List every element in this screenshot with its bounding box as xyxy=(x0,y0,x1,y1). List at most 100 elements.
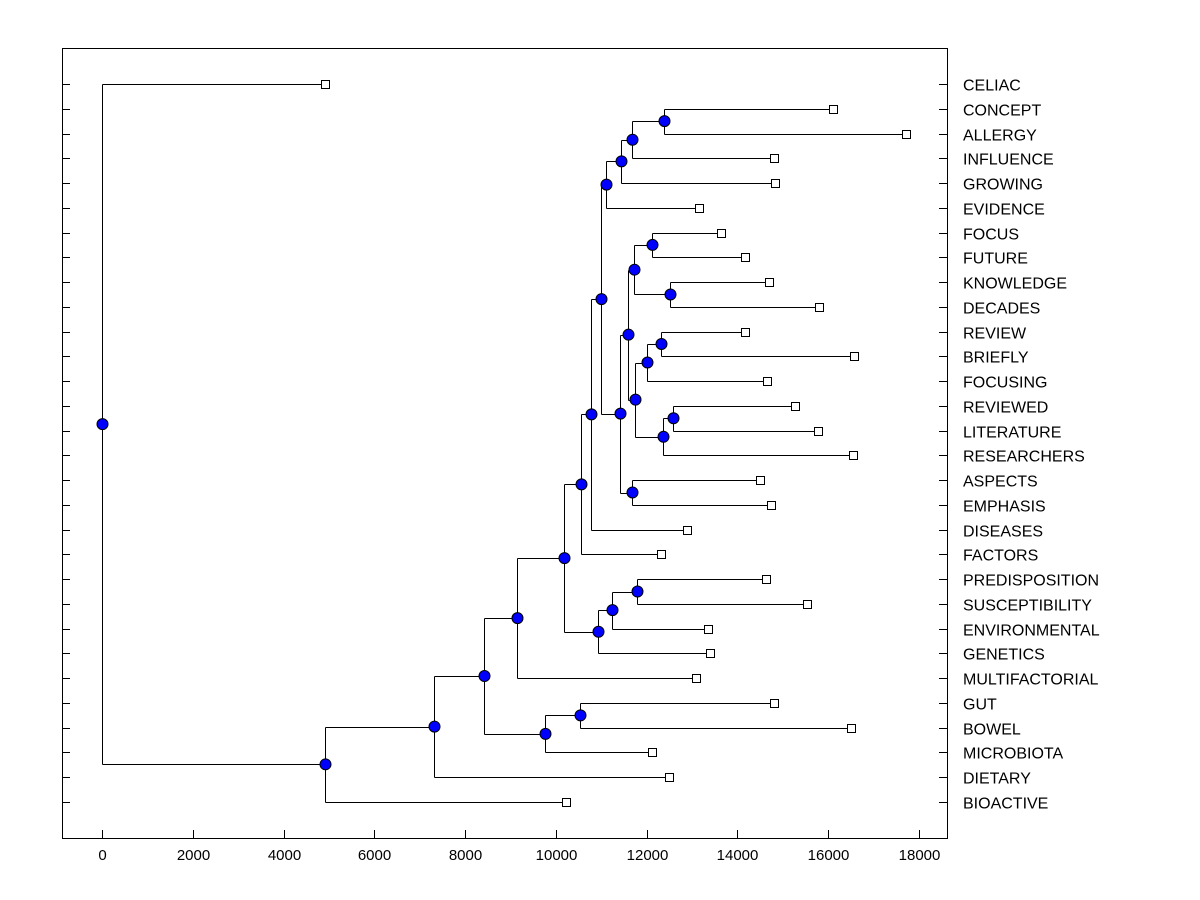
cluster-node xyxy=(606,604,619,617)
leaf-label: EMPHASIS xyxy=(963,499,1046,516)
leaf-label: DECADES xyxy=(963,301,1040,318)
leaf-labels: CELIAC CONCEPT ALLERGY INFLUENCE GROWING EVID… xyxy=(963,78,1100,813)
cluster-node xyxy=(622,328,635,341)
leaf-label: PREDISPOSITION xyxy=(963,573,1099,590)
cluster-nodes xyxy=(96,115,680,771)
leaf-label: KNOWLEDGE xyxy=(963,276,1067,293)
cluster-node xyxy=(655,337,668,350)
leaf-label: GENETICS xyxy=(963,647,1045,664)
cluster-node xyxy=(600,178,613,191)
cluster-node xyxy=(96,418,109,431)
cluster-node xyxy=(615,155,628,168)
leaf-marker xyxy=(562,798,571,807)
leaf-marker xyxy=(692,674,701,683)
leaf-label: REVIEWED xyxy=(963,400,1048,417)
leaf-marker xyxy=(803,600,812,609)
leaf-marker xyxy=(847,724,856,733)
cluster-node xyxy=(626,133,639,146)
x-tick-label: 16000 xyxy=(808,847,850,864)
plot-frame xyxy=(62,48,948,839)
cluster-node xyxy=(614,407,627,420)
cluster-node xyxy=(574,709,587,722)
x-tick-label: 10000 xyxy=(536,847,578,864)
x-tick-label: 0 xyxy=(98,847,106,864)
leaf-label: REVIEW xyxy=(963,326,1027,343)
leaf-marker xyxy=(321,80,330,89)
leaf-label: FUTURE xyxy=(963,251,1028,268)
leaf-marker xyxy=(717,229,726,238)
leaf-marker xyxy=(704,625,713,634)
leaf-label: ASPECTS xyxy=(963,474,1038,491)
leaf-marker xyxy=(665,773,674,782)
cluster-node xyxy=(628,263,641,276)
leaf-label: GROWING xyxy=(963,177,1043,194)
leaf-label: ALLERGY xyxy=(963,128,1037,145)
cluster-node xyxy=(631,585,644,598)
leaf-marker xyxy=(695,204,704,213)
cluster-node xyxy=(595,293,608,306)
cluster-node xyxy=(319,758,332,771)
leaf-label: CONCEPT xyxy=(963,103,1041,120)
x-tick-label: 4000 xyxy=(268,847,301,864)
leaf-label: DIETARY xyxy=(963,771,1031,788)
cluster-node xyxy=(592,625,605,638)
leaf-marker xyxy=(762,575,771,584)
x-tick-label: 2000 xyxy=(177,847,210,864)
cluster-node xyxy=(575,478,588,491)
x-tick-label: 6000 xyxy=(358,847,391,864)
leaf-label: ENVIRONMENTAL xyxy=(963,623,1100,640)
cluster-node xyxy=(511,612,524,625)
leaf-label: FACTORS xyxy=(963,548,1038,565)
leaf-label: MULTIFACTORIAL xyxy=(963,672,1099,689)
leaf-marker xyxy=(770,154,779,163)
leaf-label: CELIAC xyxy=(963,78,1021,95)
leaf-marker xyxy=(829,105,838,114)
cluster-node xyxy=(641,356,654,369)
leaf-marker xyxy=(756,476,765,485)
leaf-label: GUT xyxy=(963,697,997,714)
leaf-marker xyxy=(706,649,715,658)
leaf-marker xyxy=(741,253,750,262)
leaf-marker xyxy=(791,402,800,411)
cluster-node xyxy=(585,408,598,421)
leaf-markers xyxy=(321,80,911,807)
leaf-label: LITERATURE xyxy=(963,425,1061,442)
cluster-node xyxy=(646,238,659,251)
leaf-label: FOCUSING xyxy=(963,375,1047,392)
leaf-marker xyxy=(657,550,666,559)
leaf-label: INFLUENCE xyxy=(963,152,1054,169)
cluster-node xyxy=(558,552,571,565)
leaf-marker xyxy=(765,278,774,287)
cluster-node xyxy=(539,727,552,740)
cluster-node xyxy=(428,720,441,733)
cluster-node xyxy=(658,115,671,128)
leaf-marker xyxy=(815,303,824,312)
leaf-label: BIOACTIVE xyxy=(963,796,1048,813)
x-tick-label: 14000 xyxy=(717,847,759,864)
x-tick-label: 8000 xyxy=(449,847,482,864)
leaf-marker xyxy=(849,451,858,460)
leaf-marker xyxy=(850,352,859,361)
cluster-node xyxy=(626,486,639,499)
leaf-label: DISEASES xyxy=(963,524,1043,541)
leaf-marker xyxy=(770,699,779,708)
cluster-node xyxy=(667,412,680,425)
leaf-marker xyxy=(763,377,772,386)
leaf-marker xyxy=(648,748,657,757)
x-tick-label: 12000 xyxy=(627,847,669,864)
leaf-marker xyxy=(767,501,776,510)
x-axis: 0 2000 4000 6000 8000 10000 12000 14000 16000 180… xyxy=(98,830,940,864)
dendrogram-links xyxy=(102,84,907,803)
cluster-node xyxy=(478,670,491,683)
leaf-label: BOWEL xyxy=(963,722,1021,739)
cluster-node xyxy=(657,430,670,443)
x-tick-label: 18000 xyxy=(899,847,941,864)
leaf-label: RESEARCHERS xyxy=(963,449,1085,466)
cluster-node xyxy=(664,288,677,301)
leaf-label: EVIDENCE xyxy=(963,202,1045,219)
leaf-label: MICROBIOTA xyxy=(963,746,1063,763)
cluster-node xyxy=(629,393,642,406)
leaf-marker xyxy=(902,130,911,139)
leaf-label: SUSCEPTIBILITY xyxy=(963,598,1092,615)
